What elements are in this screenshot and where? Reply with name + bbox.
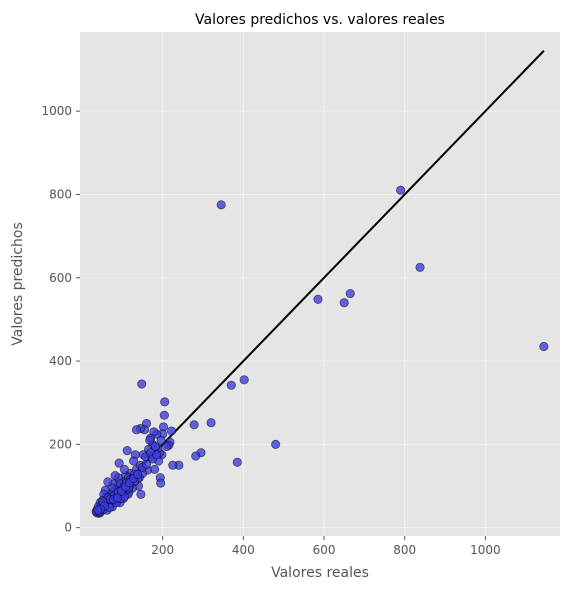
x-tick-label: 800: [393, 543, 416, 557]
reference-line-group: [95, 50, 545, 514]
data-point: [152, 450, 162, 460]
y-axis-label: Valores predichos: [10, 222, 26, 345]
x-tick-label: 1000: [470, 543, 501, 557]
data-point: [415, 262, 425, 272]
data-point: [216, 200, 226, 210]
data-point: [112, 493, 123, 503]
data-points: [91, 185, 549, 518]
data-point: [189, 420, 199, 430]
axis-ticks: 200 400 600 800 1000 0 200 400 600 800 1000: [41, 104, 500, 557]
chart-title: Valores predichos vs. valores reales: [195, 12, 445, 28]
data-point: [226, 380, 236, 390]
data-point: [114, 458, 124, 468]
data-point: [166, 426, 177, 436]
data-point: [313, 294, 323, 305]
data-point: [345, 288, 355, 299]
data-point: [396, 185, 406, 195]
data-point: [119, 464, 129, 474]
data-point: [141, 459, 152, 469]
data-point: [145, 435, 155, 445]
x-tick-label: 200: [151, 543, 174, 557]
data-point: [93, 505, 103, 515]
reference-line: [95, 50, 545, 514]
y-tick-label: 400: [49, 354, 72, 368]
data-point: [168, 460, 178, 470]
data-point: [159, 410, 169, 420]
x-tick-label: 400: [232, 543, 255, 557]
data-point: [191, 451, 201, 461]
y-tick-label: 600: [49, 271, 72, 285]
x-tick-label: 600: [313, 543, 336, 557]
data-point: [136, 489, 146, 499]
data-point: [156, 478, 166, 488]
data-point: [110, 471, 120, 481]
data-point: [137, 379, 147, 389]
data-point: [122, 446, 132, 456]
data-point: [156, 435, 166, 445]
data-point: [131, 425, 142, 435]
gridlines: [80, 32, 560, 536]
data-point: [103, 477, 113, 487]
data-point: [539, 341, 549, 352]
data-point: [129, 456, 139, 466]
y-tick-label: 0: [64, 521, 72, 535]
x-axis-label: Valores reales: [271, 565, 369, 581]
data-point: [239, 375, 249, 385]
data-point: [232, 457, 242, 467]
y-tick-label: 800: [49, 187, 72, 201]
data-point: [162, 441, 172, 452]
data-point: [160, 397, 170, 407]
data-point: [339, 298, 349, 308]
data-point: [150, 441, 161, 452]
data-point: [133, 469, 143, 479]
data-point: [206, 418, 216, 428]
y-tick-label: 1000: [41, 104, 72, 118]
y-tick-label: 200: [49, 437, 72, 451]
data-point: [271, 439, 281, 449]
